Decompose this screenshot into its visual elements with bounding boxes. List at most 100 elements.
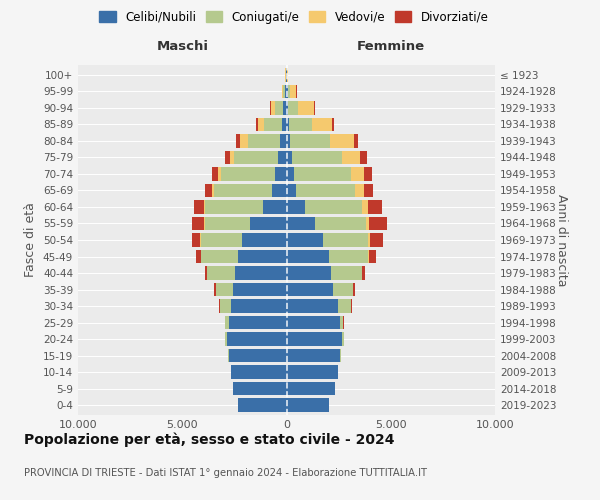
Bar	[219, 300, 220, 313]
Bar	[368, 216, 387, 230]
Bar	[287, 382, 335, 396]
Bar	[330, 134, 354, 147]
Bar	[258, 118, 264, 131]
Bar	[305, 200, 362, 214]
Bar	[287, 150, 292, 164]
Bar	[290, 134, 330, 147]
Bar	[264, 118, 282, 131]
Bar	[282, 118, 287, 131]
Bar	[353, 283, 355, 296]
Bar	[204, 216, 205, 230]
Bar	[355, 184, 364, 197]
Bar	[287, 184, 296, 197]
Bar	[287, 200, 305, 214]
Legend: Celibi/Nubili, Coniugati/e, Vedovi/e, Divorziati/e: Celibi/Nubili, Coniugati/e, Vedovi/e, Di…	[94, 6, 494, 28]
Bar	[287, 398, 329, 412]
Bar	[298, 101, 314, 114]
Bar	[366, 216, 368, 230]
Bar	[231, 300, 287, 313]
Bar	[263, 200, 287, 214]
Bar	[192, 233, 200, 247]
Bar	[342, 332, 344, 346]
Bar	[354, 134, 358, 147]
Bar	[207, 266, 235, 280]
Bar	[287, 84, 290, 98]
Bar	[236, 134, 240, 147]
Bar	[225, 332, 227, 346]
Bar	[287, 250, 329, 264]
Bar	[364, 167, 372, 180]
Bar	[285, 84, 287, 98]
Bar	[289, 101, 298, 114]
Bar	[205, 266, 207, 280]
Bar	[214, 283, 215, 296]
Bar	[287, 167, 294, 180]
Bar	[331, 266, 362, 280]
Bar	[362, 200, 368, 214]
Bar	[287, 300, 338, 313]
Bar	[340, 349, 341, 362]
Bar	[370, 233, 383, 247]
Bar	[287, 118, 289, 131]
Bar	[334, 283, 353, 296]
Bar	[282, 84, 283, 98]
Bar	[229, 316, 287, 330]
Bar	[368, 200, 382, 214]
Bar	[227, 332, 287, 346]
Bar	[212, 184, 214, 197]
Bar	[238, 398, 287, 412]
Bar	[332, 118, 334, 131]
Bar	[287, 332, 342, 346]
Bar	[220, 300, 231, 313]
Bar	[271, 101, 275, 114]
Bar	[234, 150, 278, 164]
Bar	[272, 184, 287, 197]
Bar	[287, 216, 314, 230]
Bar	[340, 316, 343, 330]
Bar	[362, 266, 365, 280]
Bar	[226, 316, 229, 330]
Bar	[368, 250, 369, 264]
Bar	[212, 167, 218, 180]
Bar	[289, 118, 313, 131]
Text: PROVINCIA DI TRIESTE - Dati ISTAT 1° gennaio 2024 - Elaborazione TUTTITALIA.IT: PROVINCIA DI TRIESTE - Dati ISTAT 1° gen…	[24, 468, 427, 477]
Bar	[221, 167, 275, 180]
Bar	[201, 233, 242, 247]
Bar	[196, 250, 201, 264]
Bar	[205, 216, 250, 230]
Bar	[233, 382, 287, 396]
Bar	[287, 316, 340, 330]
Bar	[215, 283, 233, 296]
Bar	[248, 134, 280, 147]
Text: Popolazione per età, sesso e stato civile - 2024: Popolazione per età, sesso e stato civil…	[24, 432, 395, 447]
Bar	[275, 167, 287, 180]
Bar	[323, 233, 368, 247]
Bar	[368, 233, 370, 247]
Bar	[351, 300, 352, 313]
Text: Femmine: Femmine	[356, 40, 425, 52]
Bar	[287, 134, 290, 147]
Bar	[250, 216, 287, 230]
Bar	[329, 250, 368, 264]
Bar	[193, 216, 204, 230]
Bar	[218, 167, 221, 180]
Y-axis label: Fasce di età: Fasce di età	[25, 202, 37, 278]
Bar	[360, 150, 367, 164]
Bar	[283, 101, 287, 114]
Bar	[280, 134, 287, 147]
Bar	[194, 200, 204, 214]
Bar	[230, 150, 234, 164]
Bar	[275, 101, 283, 114]
Bar	[369, 250, 376, 264]
Bar	[287, 266, 331, 280]
Bar	[287, 101, 289, 114]
Bar	[225, 150, 230, 164]
Bar	[296, 184, 355, 197]
Bar	[240, 134, 248, 147]
Bar	[338, 300, 351, 313]
Bar	[238, 250, 287, 264]
Bar	[204, 200, 205, 214]
Bar	[269, 101, 271, 114]
Bar	[292, 150, 343, 164]
Bar	[294, 167, 350, 180]
